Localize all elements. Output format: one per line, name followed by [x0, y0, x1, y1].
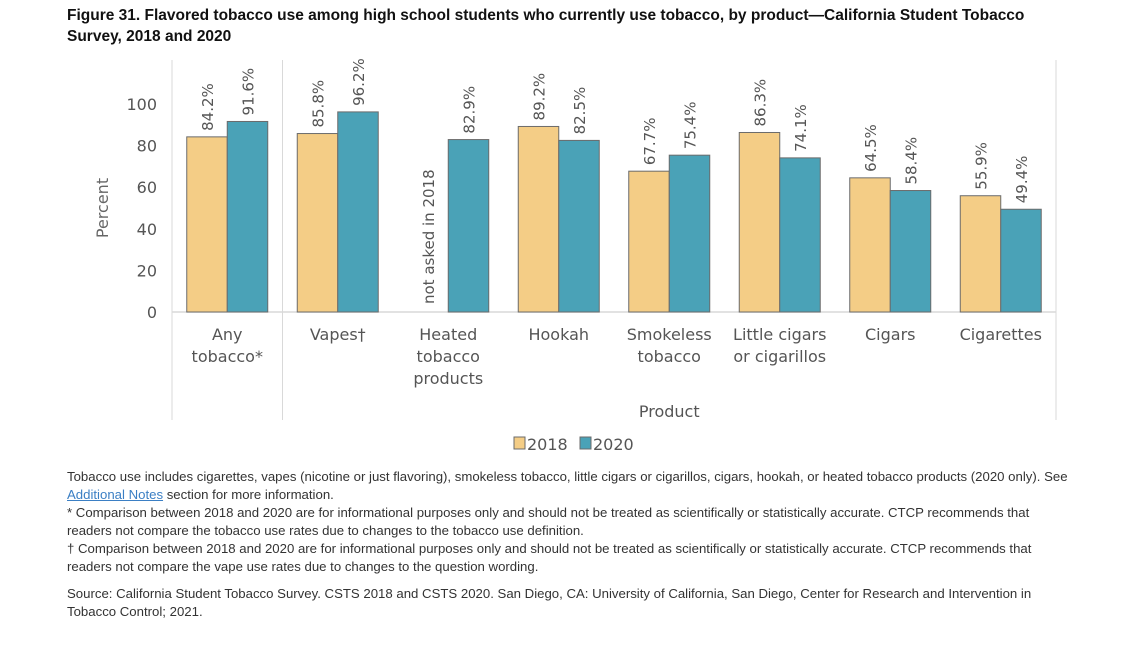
bar-2018 [628, 170, 670, 313]
bar-2020 [889, 190, 932, 313]
bar-2018 [186, 136, 228, 313]
legend-label: 2018 [527, 435, 568, 454]
data-label: 96.2% [350, 58, 368, 106]
x-category-label: Vapes† [310, 325, 366, 344]
data-label: 55.9% [973, 142, 991, 190]
data-label: 75.4% [682, 102, 700, 150]
x-category-label: products [413, 369, 483, 388]
note-star: * Comparison between 2018 and 2020 are f… [67, 505, 1030, 538]
bar-chart: 0 20 40 60 80 100 Percent 84.2% 91.6% Any tobacco*… [93, 58, 1057, 454]
data-label: 91.6% [240, 68, 258, 116]
note-text: Tobacco use includes cigarettes, vapes (… [67, 469, 1068, 484]
data-label: 49.4% [1013, 156, 1031, 204]
bar-2018 [959, 195, 1002, 313]
bar-2020 [779, 157, 821, 313]
figure-title: Figure 31. Flavored tobacco use among hi… [67, 7, 1025, 45]
note-definition: Tobacco use includes cigarettes, vapes (… [67, 468, 1077, 504]
legend-swatch-2018 [513, 436, 526, 450]
data-label: 89.2% [531, 73, 549, 121]
y-tick-label: 80 [137, 137, 157, 156]
x-category-label: Hookah [528, 325, 589, 344]
data-label: 82.5% [571, 87, 589, 135]
y-tick-label: 60 [137, 178, 157, 197]
x-category-label: Little cigars [733, 325, 826, 344]
data-label-not-asked: not asked in 2018 [420, 169, 438, 304]
x-category-label: Smokeless [627, 325, 712, 344]
y-tick-label: 40 [137, 220, 157, 239]
bar-2020 [1000, 208, 1042, 313]
x-category-label: Cigarettes [960, 325, 1042, 344]
data-label: 82.9% [461, 86, 479, 134]
x-category-label: tobacco [417, 347, 480, 366]
x-axis-title: Product [639, 402, 700, 421]
note-text: section for more information. [163, 487, 334, 502]
data-label: 85.8% [310, 80, 328, 128]
footnotes: Tobacco use includes cigarettes, vapes (… [67, 468, 1077, 621]
bar-2020 [558, 139, 600, 313]
x-category-label: Heated [419, 325, 477, 344]
source-note: Source: California Student Tobacco Surve… [67, 586, 1032, 619]
x-category-label: or cigarillos [733, 347, 826, 366]
y-tick-label: 0 [147, 303, 157, 322]
data-label: 67.7% [641, 118, 659, 166]
bar-2020 [668, 154, 711, 313]
data-label: 58.4% [903, 137, 921, 185]
x-category-label: Any [212, 325, 243, 344]
bar-2020 [447, 139, 490, 313]
bar-2018 [738, 131, 781, 313]
bar-2018 [849, 177, 891, 313]
bar-2020 [337, 111, 379, 313]
x-category-label: tobacco* [192, 347, 263, 366]
note-dagger: † Comparison between 2018 and 2020 are f… [67, 541, 1032, 574]
legend-label: 2020 [593, 435, 634, 454]
x-category-label: tobacco [638, 347, 701, 366]
bar-2018 [296, 133, 339, 313]
x-category-label: Cigars [865, 325, 916, 344]
data-label: 64.5% [862, 124, 880, 172]
legend-swatch-2020 [579, 436, 592, 450]
y-axis-title: Percent [93, 178, 112, 238]
y-tick-label: 100 [126, 95, 157, 114]
y-tick-label: 20 [137, 261, 157, 280]
bar-2020 [226, 120, 269, 313]
data-label: 74.1% [792, 104, 810, 152]
data-label: 86.3% [752, 79, 770, 127]
data-label: 84.2% [199, 83, 217, 131]
bar-2018 [517, 125, 560, 313]
additional-notes-link[interactable]: Additional Notes [67, 487, 164, 502]
